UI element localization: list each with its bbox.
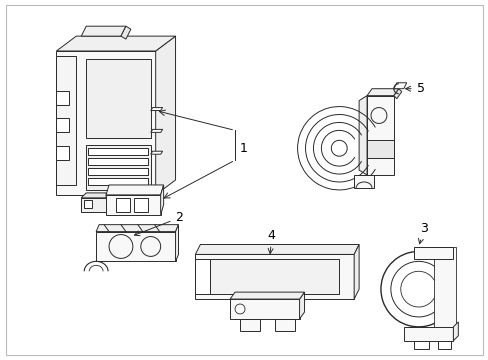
Polygon shape: [96, 231, 175, 261]
Polygon shape: [366, 140, 393, 158]
Polygon shape: [56, 146, 69, 160]
Bar: [88, 178, 147, 185]
Polygon shape: [56, 36, 175, 51]
Polygon shape: [433, 247, 455, 331]
Polygon shape: [150, 151, 163, 154]
Bar: [88, 168, 147, 175]
Polygon shape: [240, 319, 259, 331]
Text: 2: 2: [134, 211, 183, 236]
Polygon shape: [393, 83, 406, 89]
Polygon shape: [96, 225, 178, 231]
Bar: [210, 260, 339, 294]
Polygon shape: [161, 185, 163, 215]
Polygon shape: [56, 118, 69, 132]
Bar: [88, 158, 147, 165]
Polygon shape: [195, 244, 358, 255]
Polygon shape: [150, 129, 163, 132]
Polygon shape: [81, 198, 106, 212]
Polygon shape: [299, 292, 304, 319]
Polygon shape: [175, 225, 178, 261]
Polygon shape: [150, 108, 163, 111]
Polygon shape: [56, 91, 69, 105]
Polygon shape: [452, 322, 457, 341]
Polygon shape: [393, 89, 401, 99]
Polygon shape: [358, 96, 366, 175]
Bar: [86, 59, 150, 138]
Text: 1: 1: [240, 142, 247, 155]
Polygon shape: [195, 255, 353, 299]
Polygon shape: [403, 327, 452, 341]
Polygon shape: [438, 341, 450, 349]
Polygon shape: [56, 56, 76, 185]
Polygon shape: [81, 193, 106, 198]
Polygon shape: [56, 51, 155, 195]
Polygon shape: [195, 260, 210, 294]
Polygon shape: [366, 96, 393, 175]
Polygon shape: [353, 175, 373, 188]
Polygon shape: [366, 89, 398, 96]
Polygon shape: [106, 195, 161, 215]
Polygon shape: [106, 185, 163, 195]
Text: 5: 5: [405, 82, 424, 95]
Polygon shape: [413, 247, 452, 260]
Bar: [86, 145, 150, 190]
Polygon shape: [413, 341, 427, 349]
Bar: [116, 198, 130, 212]
Polygon shape: [81, 26, 126, 36]
Polygon shape: [274, 319, 294, 331]
Text: 3: 3: [418, 221, 427, 244]
Bar: [88, 148, 147, 155]
Polygon shape: [353, 244, 358, 299]
Polygon shape: [230, 292, 304, 299]
Polygon shape: [121, 26, 131, 39]
Bar: [134, 198, 147, 212]
Polygon shape: [230, 299, 299, 319]
Bar: [84, 200, 92, 208]
Text: 4: 4: [267, 229, 275, 253]
Polygon shape: [155, 36, 175, 195]
